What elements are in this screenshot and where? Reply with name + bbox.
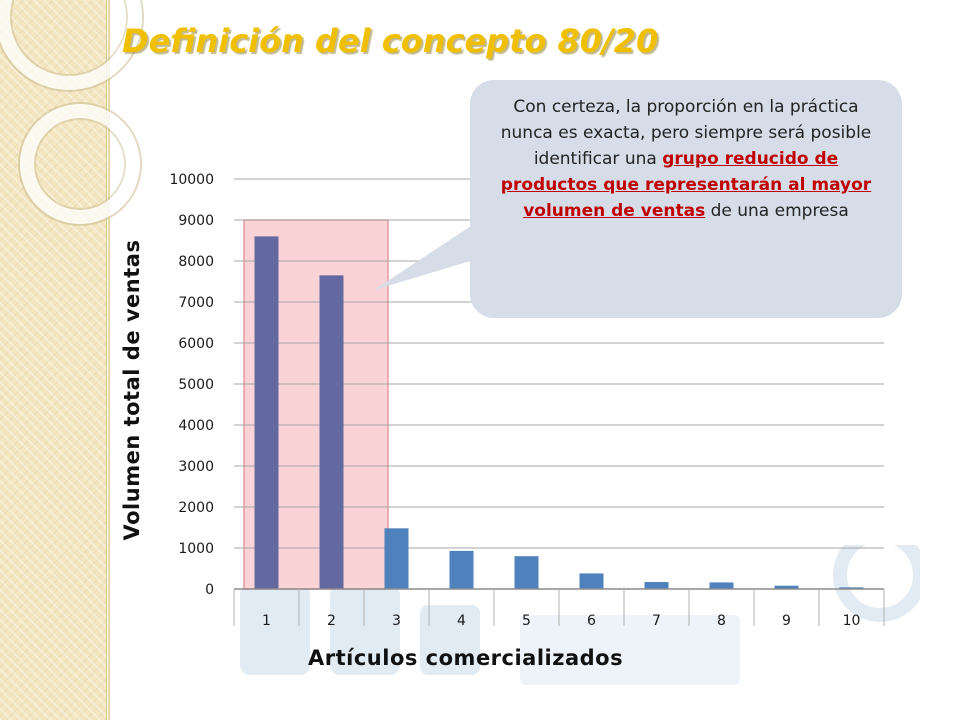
bar-10 [839,587,864,589]
bar-2 [319,275,344,589]
y-tick-label: 5000 [178,377,214,393]
y-axis-tick-labels: 0 1000 2000 3000 4000 5000 6000 7000 8000 9000 100… [169,172,214,598]
y-tick-label: 6000 [178,336,214,352]
x-axis-title: Artículos comercializados [308,646,624,670]
bar-1 [254,236,279,589]
y-tick-label: 7000 [178,295,214,311]
callout-text-emphasis: grupo reducido de productos que represen… [500,149,872,221]
x-tick-label: 3 [392,613,401,629]
x-tick-label: 7 [652,613,661,629]
x-tick-label: 9 [782,613,791,629]
callout-bubble: Con certeza, la proporción en la práctic… [470,80,902,318]
bar-5 [514,556,539,589]
callout-text-end: de una empresa [705,201,849,221]
y-tick-label: 10000 [169,172,214,188]
slide-title: Definición del concepto 80/20 [122,22,659,60]
x-tick-label: 2 [327,613,336,629]
y-tick-label: 3000 [178,459,214,475]
x-tick-label: 6 [587,613,596,629]
x-tick-label: 1 [262,613,271,629]
y-tick-label: 2000 [178,500,214,516]
callout-text-intro: Con certeza, la proporción en la práctic… [500,97,872,169]
bar-3 [384,528,409,589]
side-strip-divider [108,0,110,720]
bar-8 [709,582,734,589]
x-tick-label: 10 [843,613,861,629]
chart-bars [254,236,864,589]
y-tick-label: 9000 [178,213,214,229]
x-axis-tick-labels: 1 2 3 4 5 6 7 8 9 10 [262,613,860,629]
y-tick-label: 0 [205,582,214,598]
bar-4 [449,550,474,589]
x-axis-separators [233,589,885,626]
bar-7 [644,582,669,589]
bar-9 [774,585,799,589]
watermark-logo [240,545,920,685]
y-tick-label: 4000 [178,418,214,434]
y-tick-label: 1000 [178,541,214,557]
x-tick-label: 4 [457,613,466,629]
y-tick-label: 8000 [178,254,214,270]
bar-6 [579,573,604,589]
x-tick-label: 8 [717,613,726,629]
x-tick-label: 5 [522,613,531,629]
